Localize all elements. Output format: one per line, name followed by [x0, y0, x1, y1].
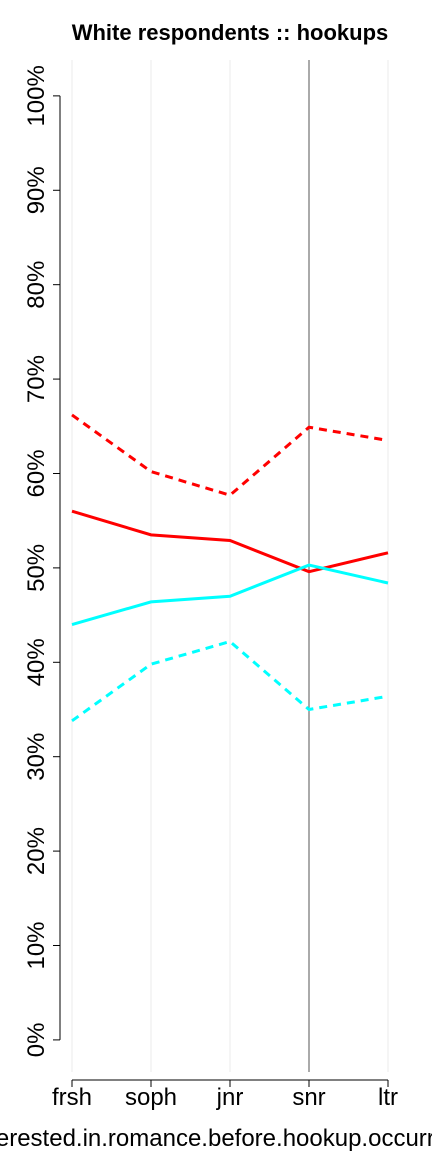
y-tick-label: 90%	[23, 166, 50, 214]
series-line	[71, 509, 389, 574]
series-line	[71, 639, 389, 723]
chart-title: White respondents :: hookups	[72, 20, 389, 45]
y-tick-label: 60%	[23, 449, 50, 497]
series-line	[71, 413, 389, 497]
y-tick-label: 40%	[23, 638, 50, 686]
y-tick-label: 10%	[23, 921, 50, 969]
y-tick-label: 70%	[23, 355, 50, 403]
series-line	[71, 563, 389, 626]
x-axis-title: interested.in.romance.before.hookup.occu…	[0, 1125, 432, 1152]
y-tick-label: 80%	[23, 261, 50, 309]
y-tick-label: 50%	[23, 544, 50, 592]
x-tick-label: ltr	[378, 1084, 398, 1111]
y-tick-label: 20%	[23, 827, 50, 875]
y-tick-label: 0%	[23, 1023, 50, 1058]
x-tick-label: jnr	[216, 1084, 244, 1111]
x-tick-label: frsh	[52, 1084, 92, 1111]
y-tick-label: 30%	[23, 733, 50, 781]
x-tick-label: snr	[292, 1084, 325, 1111]
x-tick-label: soph	[125, 1084, 177, 1111]
y-tick-label: 100%	[23, 65, 50, 126]
